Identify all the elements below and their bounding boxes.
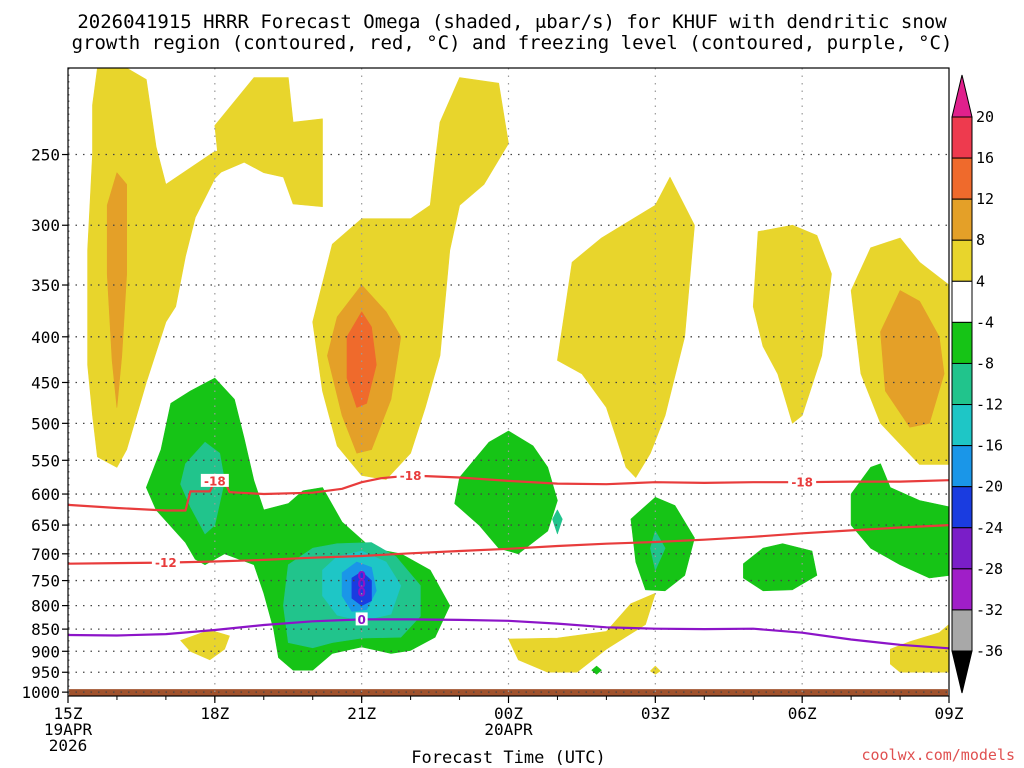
omega-colorbar: 20 16 12 8 4 -4 -8 -12 -16 -20 -24 -28 -32 -36 [951,74,1003,694]
omega-region-pos4-9 [650,665,661,675]
colorbar-tick-12: 12 [976,190,994,208]
contour-label-bg [200,473,229,487]
y-tick-label-750: 750 [31,572,60,591]
contour-label--12: -12 [155,556,177,570]
colorbar-tick--12: -12 [976,396,1003,414]
omega-region-pos4-3 [557,176,695,478]
colorbar-bin--20-to--24 [951,486,973,529]
contour-label-0: 0 [357,613,365,627]
y-tick-label-850: 850 [31,620,60,639]
pressure-axis: 250 300 350 400 450 500 550 600 650 700 750 800 850 9… [21,146,68,702]
colorbar-tick--8: -8 [976,354,994,372]
y-tick-label-600: 600 [31,485,60,504]
title-line-1: 2026041915 HRRR Forecast Omega (shaded, … [77,11,947,33]
omega-region-neg8-21 [552,509,563,535]
y-tick-label-450: 450 [31,373,60,392]
colorbar-bin-16-to-12 [951,157,973,200]
x-tick-label-09Z: 09Z [935,704,964,723]
omega-region-neg4-11 [454,430,558,555]
colorbar-top-triangle [951,74,973,118]
omega-shading [87,67,950,675]
colorbar-tick--24: -24 [976,519,1003,537]
colorbar-tick--20: -20 [976,478,1003,496]
x-tick-label-06Z: 06Z [788,704,817,723]
y-tick-label-300: 300 [31,216,60,235]
contour-label-bg [396,468,425,482]
colorbar-tick-16: 16 [976,149,994,167]
colorbar-bin-4-to--4 [951,280,973,323]
colorbar-tick--32: -32 [976,601,1003,619]
contour-label-0: 0 [357,577,365,591]
y-tick-label-900: 900 [31,642,60,661]
colorbar-bin-20-to-16 [951,116,973,159]
colorbar-bin--8-to--12 [951,362,973,406]
contour-label-0: 0 [357,585,365,599]
contour-label-0: 0 [357,569,365,583]
chart-title: 2026041915 HRRR Forecast Omega (shaded, … [72,11,953,54]
colorbar-tick-20: 20 [976,108,994,126]
y-tick-label-250: 250 [31,146,60,165]
dendritic-contour--18-0 [67,474,950,512]
contour-label--18: -18 [204,474,226,488]
freezing-contour-0-2 [67,618,950,650]
colorbar-bin-8-to-4 [951,239,973,282]
x-axis-label: Forecast Time (UTC) [411,748,605,768]
omega-region-neg4-13 [743,543,818,592]
x-tick-label-21Z: 21Z [347,704,376,723]
omega-region-pos12-23 [346,311,377,408]
y-tick-label-650: 650 [31,516,60,535]
colorbar-tick--16: -16 [976,437,1003,455]
colorbar-bottom-triangle [951,650,973,694]
omega-region-neg8-19 [180,441,225,535]
colorbar-bin--28-to--32 [951,568,973,611]
colorbar-tick-8: 8 [976,231,985,249]
grid-lines [68,68,949,696]
y-tick-label-700: 700 [31,545,60,564]
contour-label-bg [788,475,817,489]
contour-label-bg [355,612,368,626]
colorbar-tick--4: -4 [976,313,994,331]
contour-label-bg [151,555,180,569]
omega-region-pos4-1 [214,77,323,207]
colorbar-bin--12-to--16 [951,404,973,447]
x-tick-label-18Z: 18Z [200,704,229,723]
y-tick-label-500: 500 [31,414,60,433]
omega-region-pos4-6 [508,592,656,673]
colorbar-bin--4-to--8 [951,321,973,364]
y-tick-label-800: 800 [31,597,60,616]
colorbar-bin--32-to--36 [951,609,973,652]
colorbar-bin-12-to-8 [951,198,973,241]
omega-region-neg8-22 [650,530,666,571]
contour-label--18: -18 [400,469,422,483]
y-tick-label-550: 550 [31,451,60,470]
omega-region-pos8-16 [106,172,127,408]
x-date-label-20APR: 20APR [484,720,533,739]
omega-region-pos4-4 [752,224,832,424]
x-tick-label-00Z: 00Z [494,704,523,723]
ground-surface [69,689,948,696]
credit-link[interactable]: coolwx.com/models [861,746,1015,764]
y-tick-label-1000: 1000 [21,683,60,702]
contour-label--18: -18 [791,476,813,490]
y-tick-label-950: 950 [31,663,60,682]
colorbar-bin--16-to--20 [951,445,973,488]
omega-region-pos4-0 [87,67,245,468]
y-tick-label-400: 400 [31,328,60,347]
colorbar-bin--24-to--28 [951,527,973,570]
x-tick-label-03Z: 03Z [641,704,670,723]
y-tick-label-350: 350 [31,276,60,295]
colorbar-tick--28: -28 [976,560,1003,578]
x-tick-label-15Z: 15Z [54,704,83,723]
x-date-label-19APR: 19APR [44,720,93,739]
dendritic-contour--12-1 [67,524,950,565]
title-line-2: growth region (contoured, red, °C) and f… [72,32,953,54]
omega-region-pos8-18 [880,290,945,428]
x-date-label-2026: 2026 [49,736,88,755]
colorbar-tick--36: -36 [976,642,1003,660]
colorbar-tick-4: 4 [976,272,985,290]
